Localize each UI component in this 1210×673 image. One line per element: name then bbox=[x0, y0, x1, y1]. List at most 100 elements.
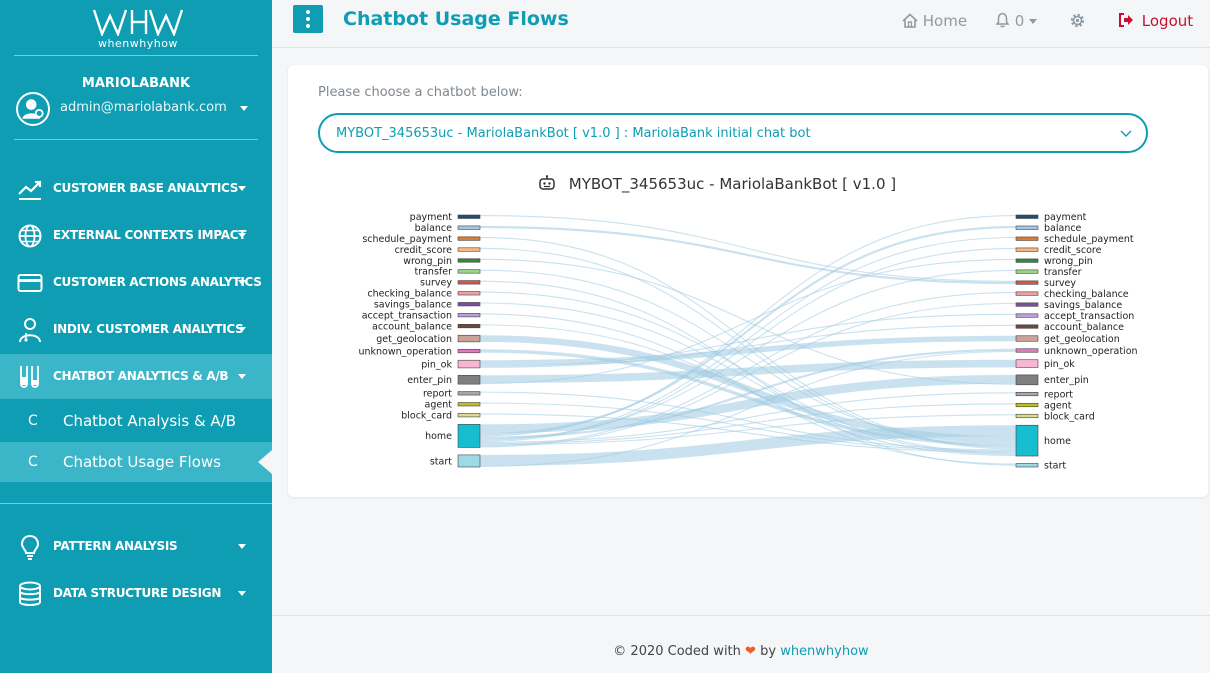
sankey-link bbox=[479, 247, 1017, 442]
sankey-label-right-home: home bbox=[1044, 436, 1071, 447]
sankey-node-left-credit-score[interactable] bbox=[457, 247, 481, 252]
sidebar: whenwhyhow MARIOLABANK admin@mariolabank… bbox=[0, 0, 272, 673]
sankey-node-left-checking-balance[interactable] bbox=[457, 291, 481, 296]
menu-toggle-button[interactable] bbox=[293, 5, 323, 33]
sankey-node-left-pin-ok[interactable] bbox=[457, 359, 481, 369]
sankey-node-left-enter-pin[interactable] bbox=[457, 375, 481, 385]
logout-label: Logout bbox=[1141, 12, 1194, 30]
menu-customer-actions-analytics[interactable]: CUSTOMER ACTIONS ANALYTICS bbox=[0, 260, 272, 305]
sankey-link bbox=[479, 324, 1017, 368]
sankey-node-left-survey[interactable] bbox=[457, 280, 481, 285]
sankey-node-left-schedule-payment[interactable] bbox=[457, 236, 481, 241]
sankey-node-right-enter-pin[interactable] bbox=[1015, 374, 1039, 386]
sankey-node-left-balance[interactable] bbox=[457, 225, 481, 230]
submenu-label: Chatbot Usage Flows bbox=[63, 453, 221, 471]
sankey-node-left-start[interactable] bbox=[457, 454, 481, 468]
footer: © 2020 Coded with ❤ by whenwhyhow bbox=[272, 615, 1210, 673]
gear-icon[interactable] bbox=[1069, 12, 1086, 29]
sankey-link bbox=[479, 313, 1017, 367]
sankey-node-right-account-balance[interactable] bbox=[1015, 324, 1039, 329]
sankey-node-right-savings-balance[interactable] bbox=[1015, 302, 1039, 307]
sankey-node-left-accept-transaction[interactable] bbox=[457, 313, 481, 318]
chevron-down-icon bbox=[238, 233, 246, 238]
sankey-link bbox=[479, 403, 1017, 445]
menu-customer-base-analytics[interactable]: CUSTOMER BASE ANALYTICS bbox=[0, 166, 272, 211]
chart-title: MYBOT_345653uc - MariolaBankBot [ v1.0 ] bbox=[568, 175, 897, 193]
sankey-label-right-block-card: block_card bbox=[1044, 411, 1095, 422]
submenu-chatbot-usage-flows[interactable]: C Chatbot Usage Flows bbox=[0, 442, 272, 482]
sankey-node-right-balance[interactable] bbox=[1015, 225, 1039, 230]
sankey-link bbox=[479, 280, 1017, 466]
home-link[interactable]: Home bbox=[902, 12, 967, 30]
sankey-node-right-survey[interactable] bbox=[1015, 280, 1039, 285]
sankey-label-left-home: home bbox=[425, 431, 452, 442]
sankey-label-left-start: start bbox=[430, 456, 452, 467]
sankey-node-right-checking-balance[interactable] bbox=[1015, 291, 1039, 296]
sankey-node-left-get-geolocation[interactable] bbox=[457, 334, 481, 343]
notifications-button[interactable]: 0 bbox=[995, 12, 1038, 30]
menu-external-contexts-impact[interactable]: EXTERNAL CONTEXTS IMPACT bbox=[0, 213, 272, 258]
dot bbox=[306, 10, 310, 14]
sankey-node-right-report[interactable] bbox=[1015, 391, 1039, 397]
sankey-link bbox=[479, 258, 1017, 385]
chatbot-select-value: MYBOT_345653uc - MariolaBankBot [ v1.0 ]… bbox=[336, 126, 811, 141]
sankey-link bbox=[479, 291, 1017, 447]
bell-icon bbox=[995, 12, 1010, 28]
sankey-link bbox=[479, 414, 1017, 446]
sankey-node-left-home[interactable] bbox=[457, 424, 481, 448]
trend-chart-icon bbox=[18, 180, 42, 200]
logo-text: whenwhyhow bbox=[98, 37, 178, 50]
sankey-node-left-block-card[interactable] bbox=[457, 413, 481, 418]
sankey-node-left-agent[interactable] bbox=[457, 402, 481, 407]
submenu-chatbot-analysis-ab[interactable]: C Chatbot Analysis & A/B bbox=[0, 401, 272, 441]
sankey-node-right-start[interactable] bbox=[1015, 463, 1039, 468]
logo-mark-icon bbox=[92, 9, 184, 36]
menu-label: CHATBOT ANALYTICS & A/B bbox=[53, 369, 229, 383]
menu-chatbot-analytics-ab[interactable]: CHATBOT ANALYTICS & A/B bbox=[0, 354, 272, 399]
sankey-node-right-unknown-operation[interactable] bbox=[1015, 348, 1039, 353]
chart-title-row: MYBOT_345653uc - MariolaBankBot [ v1.0 ] bbox=[538, 175, 958, 193]
sankey-label-left-savings-balance: savings_balance bbox=[374, 300, 452, 311]
sankey-link bbox=[479, 392, 1017, 444]
sankey-link bbox=[479, 302, 1017, 455]
sankey-label-right-transfer: transfer bbox=[1044, 267, 1082, 278]
logo[interactable]: whenwhyhow bbox=[14, 0, 258, 56]
chatbot-select[interactable]: MYBOT_345653uc - MariolaBankBot [ v1.0 ]… bbox=[318, 113, 1148, 153]
dot bbox=[306, 17, 310, 21]
sankey-label-left-agent: agent bbox=[425, 400, 453, 411]
menu-indiv-customer-analytics[interactable]: INDIV. CUSTOMER ANALYTICS bbox=[0, 307, 272, 352]
sankey-label-right-balance: balance bbox=[1044, 223, 1082, 234]
sankey-node-right-credit-score[interactable] bbox=[1015, 247, 1039, 252]
sankey-node-left-unknown-operation[interactable] bbox=[457, 348, 481, 354]
sankey-node-left-payment[interactable] bbox=[457, 214, 481, 219]
sankey-node-right-block-card[interactable] bbox=[1015, 413, 1039, 419]
footer-link[interactable]: whenwhyhow bbox=[780, 644, 869, 659]
menu-label: EXTERNAL CONTEXTS IMPACT bbox=[53, 228, 247, 242]
sankey-node-left-wrong-pin[interactable] bbox=[457, 258, 481, 263]
logout-button[interactable]: Logout bbox=[1118, 12, 1193, 30]
sankey-link bbox=[479, 247, 1017, 450]
menu-data-structure-design[interactable]: DATA STRUCTURE DESIGN bbox=[0, 571, 272, 616]
sankey-node-right-schedule-payment[interactable] bbox=[1015, 236, 1039, 241]
sankey-node-right-transfer[interactable] bbox=[1015, 269, 1039, 274]
sankey-node-left-report[interactable] bbox=[457, 391, 481, 396]
sankey-label-right-pin-ok: pin_ok bbox=[1044, 359, 1075, 370]
sankey-node-right-home[interactable] bbox=[1015, 424, 1039, 457]
sankey-node-right-pin-ok[interactable] bbox=[1015, 359, 1039, 368]
credit-card-icon bbox=[17, 274, 43, 292]
sankey-node-right-agent[interactable] bbox=[1015, 402, 1039, 408]
sankey-label-left-wrong-pin: wrong_pin bbox=[403, 256, 452, 267]
sankey-node-right-accept-transaction[interactable] bbox=[1015, 313, 1039, 318]
sankey-link bbox=[479, 236, 1017, 441]
chevron-down-icon[interactable] bbox=[240, 106, 248, 111]
sankey-node-right-wrong-pin[interactable] bbox=[1015, 258, 1039, 263]
sankey-label-left-unknown-operation: unknown_operation bbox=[358, 346, 452, 357]
sankey-node-right-get-geolocation[interactable] bbox=[1015, 335, 1039, 342]
menu-pattern-analysis[interactable]: PATTERN ANALYSIS bbox=[0, 524, 272, 569]
sankey-node-left-account-balance[interactable] bbox=[457, 324, 481, 329]
sankey-label-right-get-geolocation: get_geolocation bbox=[1044, 334, 1120, 345]
sankey-node-right-payment[interactable] bbox=[1015, 214, 1039, 219]
sankey-node-left-transfer[interactable] bbox=[457, 269, 481, 274]
sankey-node-left-savings-balance[interactable] bbox=[457, 302, 481, 307]
account-panel[interactable]: MARIOLABANK admin@mariolabank.com bbox=[14, 56, 258, 140]
